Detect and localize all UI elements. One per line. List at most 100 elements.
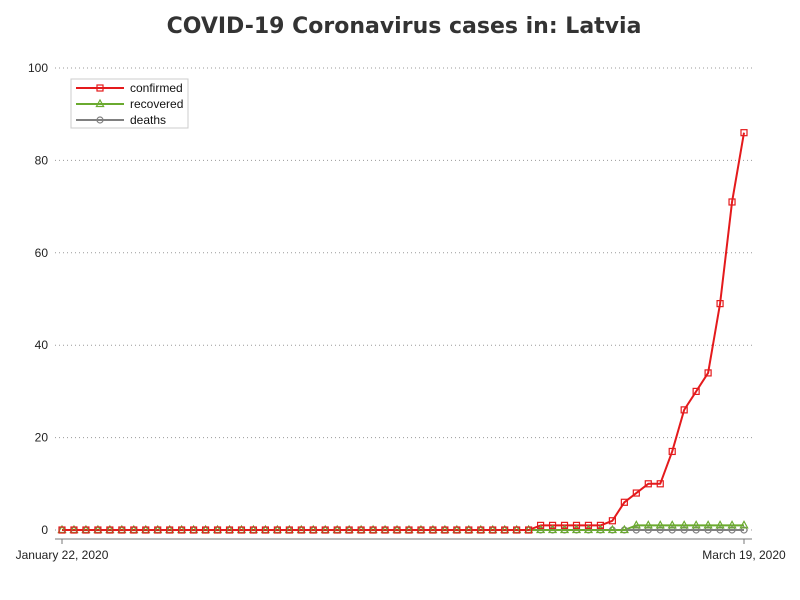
data-point-deaths [716, 526, 724, 534]
data-point-confirmed [560, 521, 569, 529]
data-point-recovered [667, 520, 677, 529]
data-point-confirmed [82, 526, 90, 534]
data-point-confirmed [501, 526, 509, 534]
data-point-confirmed [154, 526, 162, 534]
data-point-deaths [704, 526, 712, 534]
data-point-confirmed [285, 526, 293, 534]
data-point-deaths [668, 526, 676, 534]
data-point-confirmed [94, 526, 102, 534]
x-axis: January 22, 2020 March 19, 2020 [16, 538, 786, 562]
data-point-confirmed [536, 521, 545, 529]
data-point-confirmed [584, 521, 593, 529]
data-point-deaths [644, 526, 652, 534]
data-point-confirmed [297, 526, 305, 534]
data-point-confirmed [381, 526, 389, 534]
data-point-recovered [643, 520, 653, 529]
data-point-recovered [703, 520, 713, 529]
data-point-recovered [619, 524, 629, 534]
data-point-confirmed [142, 526, 150, 534]
data-point-confirmed [166, 526, 174, 534]
y-tick-label: 20 [35, 431, 49, 445]
data-point-confirmed [213, 526, 222, 534]
y-tick-label: 80 [35, 153, 49, 167]
data-point-confirmed [489, 526, 497, 534]
data-point-deaths [632, 526, 640, 534]
data-point-confirmed [273, 526, 281, 534]
data-point-confirmed [321, 526, 329, 534]
series-markers [57, 129, 749, 534]
data-point-recovered [559, 524, 570, 534]
data-point-recovered [607, 524, 618, 534]
data-point-recovered [595, 524, 606, 534]
grid-lines [55, 67, 752, 531]
data-point-confirmed [704, 369, 712, 377]
data-point-confirmed [357, 526, 365, 534]
legend-marker-confirmed [96, 84, 104, 92]
y-tick-label: 100 [28, 61, 48, 75]
data-point-recovered [535, 524, 546, 534]
legend-marker-deaths [96, 116, 104, 124]
data-point-confirmed [572, 521, 581, 529]
data-point-confirmed [740, 129, 748, 137]
data-point-confirmed [309, 526, 317, 534]
data-point-recovered [715, 520, 725, 529]
data-point-confirmed [632, 489, 640, 497]
y-tick-label: 40 [35, 338, 49, 352]
data-point-recovered [691, 520, 701, 529]
data-point-confirmed [178, 526, 186, 534]
data-point-confirmed [477, 526, 485, 534]
data-point-confirmed [525, 526, 533, 534]
y-axis-ticks: 0 20 40 60 80 100 [28, 61, 48, 537]
data-point-confirmed [680, 406, 688, 414]
data-point-recovered [727, 520, 737, 529]
data-point-confirmed [130, 526, 138, 534]
data-point-confirmed [417, 526, 425, 534]
data-point-confirmed [249, 526, 258, 534]
legend-label-confirmed: confirmed [130, 81, 183, 95]
data-point-confirmed [441, 526, 449, 534]
data-point-confirmed [405, 526, 413, 534]
data-point-recovered [547, 524, 558, 534]
data-point-confirmed [656, 480, 664, 488]
data-point-confirmed [596, 521, 605, 529]
data-point-recovered [679, 520, 689, 529]
data-point-confirmed [345, 526, 353, 534]
legend: confirmed recovered deaths [70, 78, 189, 129]
data-point-confirmed [333, 526, 341, 534]
data-point-confirmed [668, 447, 676, 456]
legend-label-deaths: deaths [130, 113, 166, 127]
y-tick-label: 0 [41, 523, 48, 537]
data-point-recovered [571, 524, 582, 534]
data-point-confirmed [644, 480, 652, 488]
legend-marker-recovered [95, 98, 105, 108]
data-point-recovered [631, 520, 641, 529]
data-point-deaths [656, 526, 664, 534]
data-point-confirmed [201, 526, 210, 534]
x-tick-label: March 19, 2020 [702, 548, 786, 562]
data-point-deaths [692, 526, 700, 534]
data-point-confirmed [393, 526, 401, 534]
series-line-confirmed [62, 132, 745, 531]
data-point-confirmed [70, 526, 78, 534]
chart-title: COVID-19 Coronavirus cases in: Latvia [167, 14, 642, 39]
data-point-confirmed [261, 526, 270, 534]
data-point-confirmed [237, 526, 246, 534]
data-point-confirmed [190, 526, 198, 534]
data-point-confirmed [620, 498, 628, 506]
data-point-confirmed [608, 517, 616, 525]
data-point-confirmed [728, 198, 736, 206]
data-point-confirmed [453, 526, 461, 534]
data-point-confirmed [513, 526, 521, 534]
y-tick-label: 60 [35, 246, 49, 260]
data-point-deaths [740, 526, 748, 534]
data-point-confirmed [716, 300, 724, 308]
legend-label-recovered: recovered [130, 97, 183, 111]
data-point-deaths [728, 526, 736, 534]
data-point-confirmed [225, 526, 234, 534]
data-point-confirmed [465, 526, 473, 534]
data-point-recovered [583, 524, 594, 534]
data-point-recovered [739, 520, 749, 529]
data-point-confirmed [548, 521, 557, 529]
data-point-deaths [680, 526, 688, 534]
